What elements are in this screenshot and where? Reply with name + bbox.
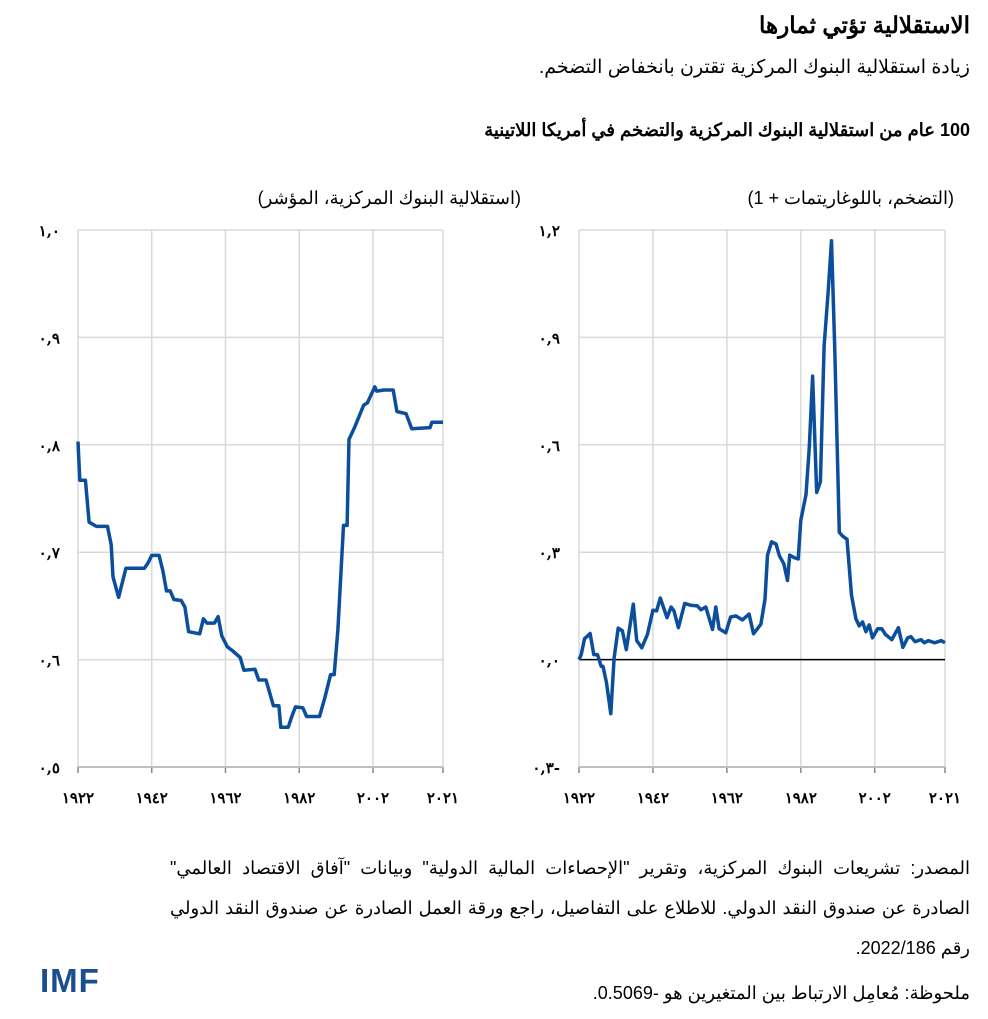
series-line [577, 238, 946, 716]
x-tick-label: ١٩٨٢ [785, 789, 817, 807]
right-chart-ylabel: (التضخم، باللوغاريتمات + 1) [747, 188, 954, 208]
x-tick-label: ٢٠٢١ [929, 789, 961, 807]
y-tick-label: ٠,٩ [539, 329, 560, 347]
series-line [76, 385, 443, 730]
x-tick-label: ١٩٦٢ [209, 789, 241, 807]
y-tick-label: ٠,٣- [532, 759, 560, 777]
left-chart-ylabel: (استقلالية البنوك المركزية، المؤشر) [257, 188, 521, 208]
x-tick-label: ١٩٤٢ [637, 789, 669, 807]
x-tick-label: ١٩٨٢ [283, 789, 315, 807]
x-tick-label: ١٩٦٢ [711, 789, 743, 807]
imf-logo: IMF [40, 962, 100, 999]
chart-title: 100 عام من استقلالية البنوك المركزية وال… [484, 120, 970, 140]
y-tick-label: ٠,٥ [39, 759, 60, 777]
x-tick-label: ٢٠٠٢ [357, 789, 389, 807]
page-title: الاستقلالية تؤتي ثمارها [759, 12, 970, 38]
y-tick-label: ٠,٧ [39, 544, 61, 562]
x-tick-label: ٢٠٢١ [427, 789, 459, 807]
y-tick-label: ١,٢ [539, 222, 560, 240]
y-tick-label: ٠,٠ [539, 652, 560, 670]
y-tick-label: ٠,٣ [539, 544, 560, 562]
correlation-note: ملحوظة: مُعامِل الارتباط بين المتغيرين ه… [592, 983, 970, 1003]
page-subtitle: زيادة استقلالية البنوك المركزية تقترن با… [538, 57, 970, 78]
x-tick-label: ١٩٢٢ [563, 789, 595, 807]
y-tick-label: ٠,٩ [39, 329, 60, 347]
x-tick-label: ١٩٢٢ [62, 789, 94, 807]
y-tick-label: ٠,٦ [39, 652, 60, 670]
source-note: المصدر: تشريعات البنوك المركزية، وتقرير … [170, 858, 970, 958]
y-tick-label: ٠,٦ [539, 437, 560, 455]
y-tick-label: ١,٠ [39, 222, 60, 240]
y-tick-label: ٠,٨ [39, 437, 61, 455]
x-tick-label: ٢٠٠٢ [859, 789, 891, 807]
inflation-chart: ١,٢ ٠,٩ ٠,٦ ٠,٣ ٠,٠ ٠,٣-١٩٢٢ ١٩٤٢ ١٩٦٢ ١٩٨٢ ٢٠٠٢ ٢… [532, 222, 961, 807]
x-tick-label: ١٩٤٢ [136, 789, 168, 807]
